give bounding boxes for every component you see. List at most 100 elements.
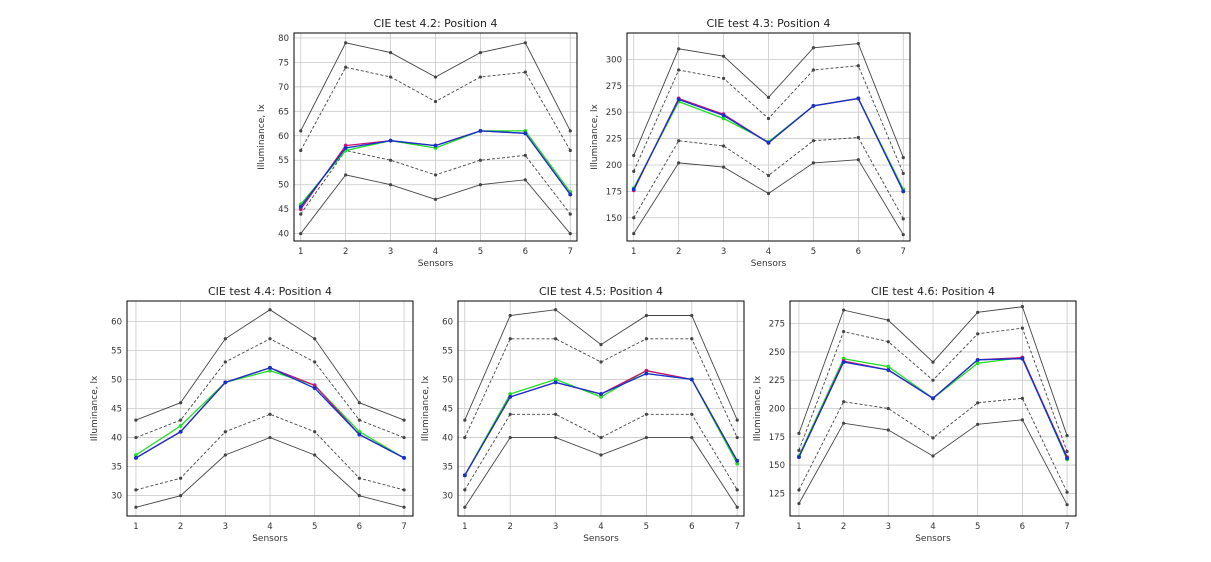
data-point: [931, 378, 935, 382]
data-point: [134, 418, 138, 422]
data-point: [299, 129, 303, 133]
y-tick-label: 50: [442, 375, 453, 385]
data-point: [178, 424, 183, 428]
data-point: [179, 401, 183, 405]
data-point: [721, 144, 726, 148]
y-tick-label: 40: [278, 230, 289, 240]
data-point: [766, 95, 771, 100]
data-point: [134, 435, 138, 440]
data-point: [508, 313, 512, 318]
data-point: [523, 41, 527, 45]
data-point: [553, 380, 558, 385]
data-point: [735, 458, 740, 463]
x-tick-label: 3: [721, 247, 726, 257]
data-point: [223, 380, 228, 385]
data-point: [299, 232, 303, 236]
x-tick-label: 2: [178, 522, 183, 532]
data-point: [842, 329, 846, 334]
y-tick-label: 150: [606, 214, 622, 224]
data-point: [901, 233, 905, 237]
chart-title: CIE test 4.5: Position 4: [539, 285, 663, 298]
x-tick-label: 4: [267, 522, 272, 532]
y-tick-label: 55: [278, 156, 289, 166]
data-point: [388, 158, 393, 162]
data-point: [735, 488, 739, 492]
data-point: [299, 148, 303, 153]
data-point: [344, 65, 348, 69]
data-point: [931, 360, 935, 364]
data-point: [766, 116, 771, 121]
y-tick-label: 250: [769, 348, 785, 358]
data-point: [856, 158, 860, 162]
x-tick-label: 2: [841, 522, 846, 532]
x-tick-label: 4: [766, 247, 771, 257]
data-point: [313, 337, 317, 341]
y-axis-label: Illuminance, lx: [257, 104, 267, 170]
data-point: [268, 435, 272, 440]
y-tick-label: 300: [606, 55, 622, 65]
data-point: [568, 232, 572, 236]
y-tick-label: 60: [111, 317, 122, 327]
data-point: [462, 473, 467, 478]
data-point: [886, 406, 890, 411]
data-point: [766, 173, 771, 178]
data-point: [433, 173, 438, 177]
data-point: [134, 488, 138, 492]
data-point: [735, 418, 739, 422]
x-tick-label: 1: [298, 247, 303, 257]
y-tick-label: 50: [111, 375, 122, 385]
data-point: [433, 143, 438, 148]
data-point: [856, 64, 860, 68]
data-point: [886, 368, 891, 372]
data-point: [1020, 396, 1024, 400]
data-point: [388, 138, 393, 143]
data-point: [1065, 490, 1069, 494]
data-point: [134, 505, 138, 509]
data-point: [357, 494, 361, 498]
data-point: [689, 377, 694, 382]
data-point: [523, 131, 528, 136]
data-point: [797, 501, 801, 506]
x-tick-label: 5: [312, 522, 317, 532]
x-axis-label: Sensors: [252, 534, 288, 544]
data-point: [677, 139, 681, 143]
data-point: [811, 46, 816, 50]
x-axis-label: Sensors: [751, 259, 787, 269]
data-point: [357, 432, 362, 437]
x-tick-label: 3: [553, 522, 558, 532]
data-point: [797, 431, 801, 435]
data-point: [508, 394, 513, 399]
data-point: [357, 476, 361, 480]
data-point: [568, 129, 572, 133]
data-point: [975, 357, 980, 362]
data-point: [677, 68, 681, 72]
data-point: [463, 488, 467, 492]
data-point: [735, 435, 739, 440]
y-tick-label: 80: [278, 34, 289, 44]
plot-frame: [126, 300, 414, 517]
data-point: [644, 368, 649, 373]
data-point: [721, 76, 726, 81]
y-axis-label: Illuminance, lx: [90, 375, 100, 441]
data-point: [268, 412, 272, 416]
data-point: [478, 75, 483, 79]
x-tick-label: 1: [133, 522, 138, 532]
chart-panel-5: 1 2 3 4 5 6 7 125 150 175 200 225 250 275 CIE test 4.6…: [753, 285, 1077, 544]
y-tick-label: 55: [111, 346, 122, 356]
data-point: [554, 308, 558, 312]
data-point: [523, 153, 527, 157]
data-point: [886, 364, 891, 369]
chart-title: CIE test 4.6: Position 4: [871, 285, 995, 298]
data-point: [644, 412, 648, 416]
data-point: [632, 153, 636, 158]
data-point: [313, 453, 317, 457]
data-point: [632, 216, 636, 220]
data-point: [463, 505, 467, 509]
data-point: [599, 392, 603, 396]
data-point: [644, 313, 648, 318]
data-point: [644, 337, 648, 341]
data-point: [976, 332, 980, 336]
y-tick-label: 275: [606, 82, 622, 92]
